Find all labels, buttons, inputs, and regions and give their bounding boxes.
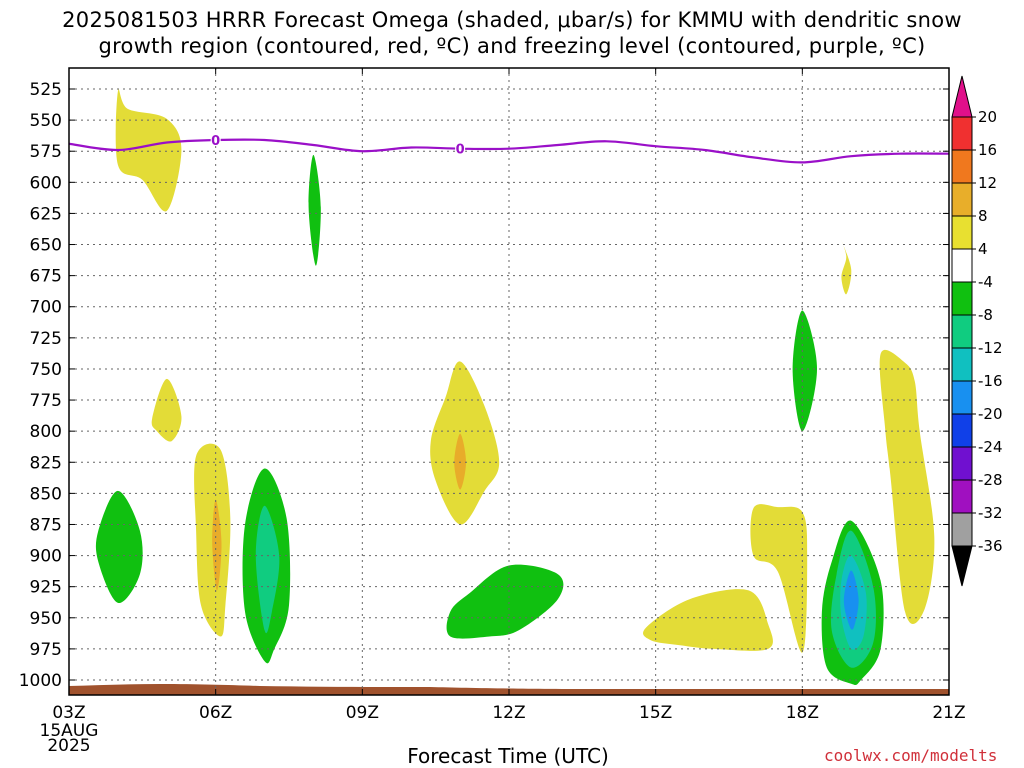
colorbar-label-16: 16 (978, 141, 997, 159)
colorbar-segment-9 (951, 413, 973, 448)
colorbar-segment-8 (951, 380, 973, 415)
y-tick-label-950: 950 (30, 609, 62, 629)
colorbar-label--24: -24 (978, 438, 1003, 456)
y-tick-label-975: 975 (30, 640, 62, 660)
omega-region-13 (255, 505, 280, 634)
colorbar-segment-5 (951, 281, 973, 316)
omega-region-15 (792, 310, 817, 432)
omega-region-5 (454, 433, 466, 490)
y-tick-label-775: 775 (30, 391, 62, 411)
freezing-level: 00 (69, 133, 949, 164)
colorbar-segment-1 (951, 149, 973, 184)
freezing-label-bg-0 (210, 133, 221, 147)
omega-region-3 (212, 499, 222, 591)
colorbar: 20 16 12 8 4 -4 -8 -12 -16 -20 -24 -28 -32 -36 (951, 75, 1003, 587)
x-tick-label-18Z: 18Z (786, 703, 819, 723)
colorbar-segment-3 (951, 215, 973, 250)
site-credit: coolwx.com/modelts (824, 746, 998, 765)
colorbar-segment-11 (951, 479, 973, 514)
omega-region-11 (95, 490, 143, 604)
y-tick-label-800: 800 (30, 422, 62, 442)
omega-region-1 (151, 378, 182, 442)
colorbar-label--16: -16 (978, 372, 1003, 390)
x-date-label-1: 2025 (47, 736, 90, 756)
y-tick-label-725: 725 (30, 329, 62, 349)
grid-lines (69, 68, 949, 695)
y-tick-label-700: 700 (30, 298, 62, 318)
y-tick-label-575: 575 (30, 142, 62, 162)
x-axis-title-text: Forecast Time (UTC) (407, 744, 609, 768)
colorbar-segment-4 (951, 248, 973, 283)
colorbar-bottom-arrow (951, 545, 973, 587)
x-tick-label-12Z: 12Z (492, 703, 525, 723)
y-tick-label-550: 550 (30, 111, 62, 131)
colorbar-label--32: -32 (978, 504, 1003, 522)
y-tick-label-925: 925 (30, 578, 62, 598)
omega-region-6 (643, 589, 773, 651)
y-tick-label-850: 850 (30, 484, 62, 504)
freezing-label-bg-1 (455, 141, 466, 155)
omega-region-9 (750, 504, 808, 653)
x-axis-title: Forecast Time (UTC) (0, 744, 1024, 768)
x-date-label-0: 15AUG (40, 721, 99, 741)
colorbar-top-arrow (951, 75, 973, 118)
x-tick-label-21Z: 21Z (932, 703, 965, 723)
colorbar-label--36: -36 (978, 537, 1003, 555)
colorbar-label-8: 8 (978, 207, 988, 225)
colorbar-segment-7 (951, 347, 973, 382)
y-tick-label-900: 900 (30, 547, 62, 567)
omega-region-7 (841, 240, 852, 295)
colorbar-segment-2 (951, 182, 973, 217)
y-tick-label-875: 875 (30, 515, 62, 535)
omega-region-14 (446, 564, 564, 639)
colorbar-label--8: -8 (978, 306, 993, 324)
chart-title-line1: 2025081503 HRRR Forecast Omega (shaded, … (62, 8, 962, 32)
colorbar-label--12: -12 (978, 339, 1003, 357)
y-tick-label-650: 650 (30, 236, 62, 256)
omega-region-8 (879, 349, 935, 624)
omega-region-4 (430, 361, 500, 525)
colorbar-label--4: -4 (978, 273, 993, 291)
omega-region-0 (115, 89, 182, 212)
colorbar-segment-6 (951, 314, 973, 349)
y-tick-label-600: 600 (30, 173, 62, 193)
omega-region-10 (308, 154, 321, 266)
chart-title-line2: growth region (contoured, red, ºC) and f… (98, 34, 926, 58)
colorbar-segment-12 (951, 512, 973, 547)
freezing-level-label-0: 0 (211, 134, 220, 149)
colorbar-label-4: 4 (978, 240, 988, 258)
y-tick-label-625: 625 (30, 204, 62, 224)
y-tick-label-750: 750 (30, 360, 62, 380)
colorbar-label-20: 20 (978, 108, 997, 126)
colorbar-label--28: -28 (978, 471, 1003, 489)
x-tick-label-06Z: 06Z (199, 703, 232, 723)
x-tick-label-15Z: 15Z (639, 703, 672, 723)
colorbar-segment-10 (951, 446, 973, 481)
y-tick-label-1000: 1000 (19, 671, 62, 691)
colorbar-label-12: 12 (978, 174, 997, 192)
x-tick-label-09Z: 09Z (346, 703, 379, 723)
y-tick-label-525: 525 (30, 80, 62, 100)
colorbar-segment-0 (951, 116, 973, 151)
x-tick-label-03Z: 03Z (52, 703, 85, 723)
colorbar-label--20: -20 (978, 405, 1003, 423)
omega-region-19 (843, 570, 859, 630)
y-tick-label-675: 675 (30, 267, 62, 287)
axis-ticks: 525 550 575 600 625 650 675 700 725 750 775 800 825 8… (19, 68, 966, 756)
y-tick-label-825: 825 (30, 453, 62, 473)
freezing-level-label-1: 0 (456, 143, 465, 158)
omega-shading (95, 89, 935, 685)
